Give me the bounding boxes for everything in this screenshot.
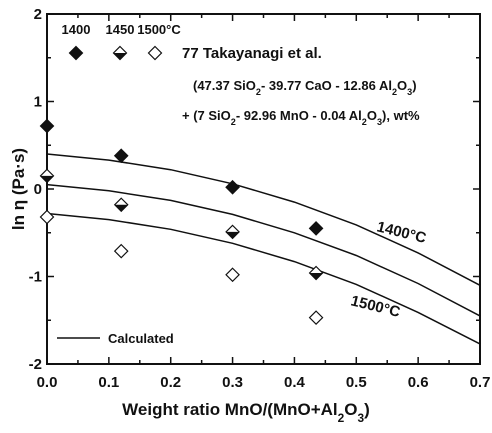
data-point (225, 179, 240, 195)
data-point (113, 197, 129, 213)
data-point (308, 265, 324, 281)
data-point (308, 310, 324, 325)
diamond-half-fill (113, 53, 127, 60)
y-tick-label: 2 (34, 6, 42, 23)
x-tick-label: 0.3 (222, 374, 243, 391)
data-point (68, 45, 84, 61)
data-point (225, 224, 240, 240)
diamond-half-fill (226, 231, 240, 239)
diamond-open-marker (308, 310, 324, 325)
curve-label-1500: 1500°C (349, 292, 402, 321)
diamond-open-marker (147, 45, 163, 61)
diamond-filled-marker (113, 148, 129, 164)
x-tick-label: 0.1 (98, 374, 119, 391)
diamond-filled-marker (39, 118, 55, 134)
axis-ticks: 0.0 0.1 0.2 0.3 0.4 0.5 0.6 0.7 2 1 0 -1 -2 (29, 6, 491, 391)
calculated-legend-label: Calculated (108, 331, 174, 346)
data-point (39, 209, 55, 225)
calculated-curves (46, 153, 481, 345)
x-tick-label: 0.4 (284, 374, 306, 391)
calculated-curve (46, 153, 481, 286)
legend-temperature-label: 1450 (106, 22, 135, 37)
calculated-curve (46, 183, 481, 317)
diamond-filled-marker (68, 45, 84, 61)
x-axis-title: Weight ratio MnO/(MnO+Al2O3) (122, 400, 370, 425)
composition-line-2: + (7 SiO2- 92.96 MnO - 0.04 Al2O3), wt% (182, 108, 420, 127)
legend-temperature-label: 1500°C (137, 22, 181, 37)
data-point (113, 243, 129, 259)
diamond-open-marker (39, 209, 55, 225)
x-tick-label: 0.6 (408, 374, 429, 391)
data-point (39, 118, 55, 134)
diamond-open-marker (225, 267, 240, 283)
y-axis-title: ln η (Pa·s) (9, 148, 28, 230)
data-markers (39, 45, 324, 325)
x-tick-label: 0.2 (160, 374, 181, 391)
y-tick-label: -1 (29, 269, 42, 286)
diamond-half-fill (114, 204, 128, 212)
diamond-filled-marker (225, 179, 240, 195)
chart-labels: 1400 1450 1500°C77 Takayanagi et al.(47.37… (9, 22, 428, 425)
diamond-half-fill (309, 273, 323, 280)
calculated-curve (46, 212, 481, 345)
data-point (39, 168, 55, 184)
x-tick-label: 0.0 (37, 374, 58, 391)
diamond-half-fill (40, 175, 54, 183)
diamond-open-marker (113, 243, 129, 259)
data-point (147, 45, 163, 61)
data-point (113, 148, 129, 164)
data-point (112, 45, 128, 61)
data-point (308, 221, 324, 236)
y-tick-label: 0 (34, 181, 42, 198)
data-point (225, 267, 240, 283)
x-tick-label: 0.5 (346, 374, 367, 391)
legend-temperature-label: 1400 (62, 22, 91, 37)
y-tick-label: -2 (29, 356, 42, 373)
x-tick-label: 0.7 (470, 374, 491, 391)
composition-line-1: (47.37 SiO2- 39.77 CaO - 12.86 Al2O3) (193, 78, 417, 97)
curve-label-1400: 1400°C (375, 218, 428, 247)
y-tick-label: 1 (34, 94, 42, 111)
legend-reference: 77 Takayanagi et al. (182, 45, 322, 62)
diamond-filled-marker (308, 221, 324, 236)
